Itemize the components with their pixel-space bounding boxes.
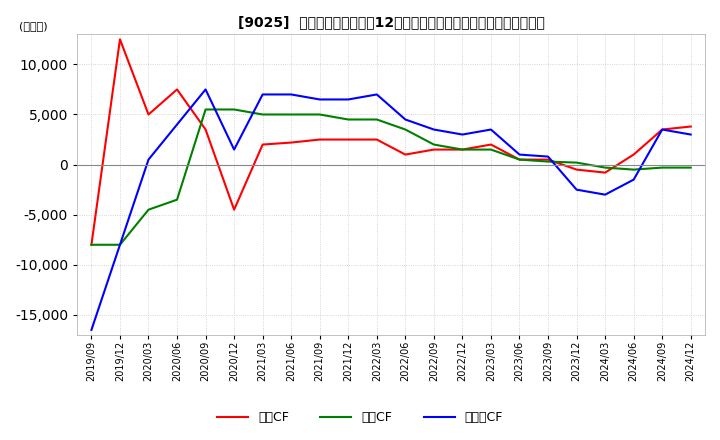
営業CF — [258, 142, 267, 147]
投資CF — [458, 147, 467, 152]
投資CF — [116, 242, 125, 247]
営業CF — [315, 137, 324, 142]
フリーCF — [287, 92, 295, 97]
投資CF — [572, 160, 581, 165]
フリーCF — [87, 327, 96, 333]
営業CF — [600, 170, 609, 175]
営業CF — [202, 127, 210, 132]
営業CF — [629, 152, 638, 157]
投資CF — [230, 107, 238, 112]
フリーCF — [230, 147, 238, 152]
フリーCF — [202, 87, 210, 92]
投資CF — [315, 112, 324, 117]
フリーCF — [372, 92, 381, 97]
フリーCF — [430, 127, 438, 132]
投資CF — [287, 112, 295, 117]
営業CF — [516, 157, 524, 162]
投資CF — [658, 165, 667, 170]
Line: フリーCF: フリーCF — [91, 89, 690, 330]
営業CF — [344, 137, 353, 142]
営業CF — [87, 242, 96, 247]
営業CF — [144, 112, 153, 117]
フリーCF — [658, 127, 667, 132]
フリーCF — [258, 92, 267, 97]
フリーCF — [544, 154, 552, 159]
投資CF — [516, 157, 524, 162]
フリーCF — [600, 192, 609, 197]
Line: 投資CF: 投資CF — [91, 110, 690, 245]
営業CF — [173, 87, 181, 92]
営業CF — [372, 137, 381, 142]
フリーCF — [686, 132, 695, 137]
フリーCF — [344, 97, 353, 102]
Text: (百万円): (百万円) — [19, 21, 48, 31]
投資CF — [144, 207, 153, 213]
投資CF — [487, 147, 495, 152]
Title: [9025]  キャッシュフローの12か月移動合計の対前年同期増減額の推移: [9025] キャッシュフローの12か月移動合計の対前年同期増減額の推移 — [238, 15, 544, 29]
営業CF — [430, 147, 438, 152]
営業CF — [686, 124, 695, 129]
フリーCF — [401, 117, 410, 122]
投資CF — [87, 242, 96, 247]
投資CF — [344, 117, 353, 122]
営業CF — [401, 152, 410, 157]
フリーCF — [516, 152, 524, 157]
投資CF — [686, 165, 695, 170]
営業CF — [544, 157, 552, 162]
フリーCF — [144, 157, 153, 162]
営業CF — [487, 142, 495, 147]
フリーCF — [315, 97, 324, 102]
投資CF — [600, 165, 609, 170]
営業CF — [572, 167, 581, 172]
営業CF — [287, 140, 295, 145]
投資CF — [258, 112, 267, 117]
投資CF — [544, 159, 552, 164]
営業CF — [230, 207, 238, 213]
フリーCF — [487, 127, 495, 132]
営業CF — [658, 127, 667, 132]
投資CF — [372, 117, 381, 122]
フリーCF — [173, 122, 181, 127]
投資CF — [430, 142, 438, 147]
Legend: 営業CF, 投資CF, フリーCF: 営業CF, 投資CF, フリーCF — [212, 407, 508, 429]
フリーCF — [116, 242, 125, 247]
投資CF — [629, 167, 638, 172]
フリーCF — [572, 187, 581, 192]
投資CF — [173, 197, 181, 202]
投資CF — [401, 127, 410, 132]
営業CF — [116, 37, 125, 42]
フリーCF — [629, 177, 638, 182]
Line: 営業CF: 営業CF — [91, 39, 690, 245]
フリーCF — [458, 132, 467, 137]
営業CF — [458, 147, 467, 152]
投資CF — [202, 107, 210, 112]
